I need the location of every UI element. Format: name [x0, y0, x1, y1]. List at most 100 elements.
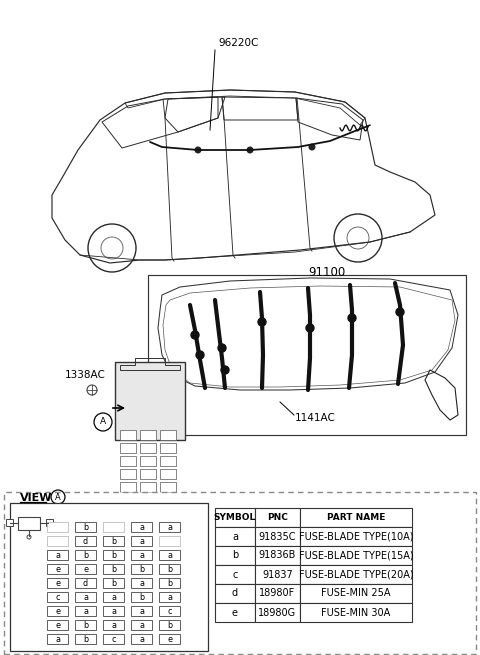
Text: a: a: [111, 607, 116, 616]
Bar: [47, 620, 68, 630]
Bar: [75, 578, 96, 588]
Bar: [131, 606, 152, 616]
Text: b: b: [139, 565, 144, 574]
Bar: [75, 592, 96, 602]
Bar: [103, 606, 124, 616]
Text: c: c: [232, 569, 238, 580]
Bar: [159, 578, 180, 588]
Bar: [75, 634, 96, 644]
Text: b: b: [111, 565, 116, 574]
Text: b: b: [167, 565, 172, 574]
Bar: [131, 550, 152, 560]
Circle shape: [247, 147, 253, 153]
Text: e: e: [167, 635, 172, 643]
Text: SYMBOL: SYMBOL: [214, 513, 256, 522]
Text: 91100: 91100: [308, 265, 345, 278]
Bar: [131, 592, 152, 602]
Text: PART NAME: PART NAME: [327, 513, 385, 522]
Text: e: e: [232, 607, 238, 618]
Bar: [148, 275, 466, 435]
Text: a: a: [83, 607, 88, 616]
Text: b: b: [83, 523, 88, 531]
Circle shape: [221, 366, 229, 374]
Text: FUSE-MIN 25A: FUSE-MIN 25A: [321, 588, 391, 599]
Text: a: a: [55, 635, 60, 643]
Text: a: a: [167, 550, 172, 559]
Bar: [120, 469, 136, 479]
Bar: [47, 592, 68, 602]
Bar: [300, 527, 412, 546]
Text: e: e: [83, 565, 88, 574]
Bar: [103, 578, 124, 588]
Circle shape: [396, 308, 404, 316]
Text: 96220C: 96220C: [218, 38, 258, 48]
Bar: [47, 606, 68, 616]
Bar: [120, 456, 136, 466]
Bar: [160, 469, 176, 479]
Bar: [160, 430, 176, 440]
Text: b: b: [167, 578, 172, 588]
Bar: [131, 564, 152, 574]
Bar: [140, 430, 156, 440]
Text: d: d: [232, 588, 238, 599]
Text: 1141AC: 1141AC: [295, 413, 336, 423]
Bar: [159, 522, 180, 532]
Bar: [159, 606, 180, 616]
Text: b: b: [83, 635, 88, 643]
Bar: [47, 522, 68, 532]
Text: 18980G: 18980G: [258, 607, 297, 618]
Bar: [159, 620, 180, 630]
Bar: [159, 550, 180, 560]
Text: c: c: [55, 593, 60, 601]
Bar: [215, 603, 255, 622]
Text: a: a: [232, 531, 238, 542]
Bar: [6, 519, 13, 526]
Bar: [120, 482, 136, 492]
Bar: [140, 482, 156, 492]
Text: d: d: [83, 578, 88, 588]
Text: b: b: [232, 550, 238, 561]
Bar: [75, 620, 96, 630]
Bar: [103, 634, 124, 644]
Text: b: b: [111, 578, 116, 588]
Bar: [140, 469, 156, 479]
Bar: [103, 564, 124, 574]
Bar: [160, 482, 176, 492]
Text: b: b: [139, 593, 144, 601]
Bar: [159, 592, 180, 602]
Text: 91835C: 91835C: [259, 531, 296, 542]
Circle shape: [306, 324, 314, 332]
Bar: [255, 584, 300, 603]
Bar: [300, 508, 412, 527]
Text: c: c: [167, 607, 172, 616]
Text: VIEW: VIEW: [20, 493, 52, 503]
Bar: [18, 517, 40, 530]
Bar: [215, 508, 255, 527]
Text: a: a: [139, 635, 144, 643]
Text: a: a: [139, 607, 144, 616]
Text: a: a: [139, 578, 144, 588]
Text: FUSE-BLADE TYPE(15A): FUSE-BLADE TYPE(15A): [299, 550, 413, 561]
Bar: [4, 492, 476, 654]
Bar: [47, 536, 68, 546]
Bar: [131, 634, 152, 644]
Bar: [75, 550, 96, 560]
Circle shape: [258, 318, 266, 326]
Bar: [103, 536, 124, 546]
Bar: [215, 565, 255, 584]
Bar: [47, 550, 68, 560]
Text: b: b: [83, 620, 88, 629]
Bar: [115, 362, 185, 440]
Bar: [75, 564, 96, 574]
Bar: [159, 536, 180, 546]
Bar: [131, 578, 152, 588]
Bar: [160, 443, 176, 453]
Text: PNC: PNC: [267, 513, 288, 522]
Bar: [47, 634, 68, 644]
Bar: [140, 443, 156, 453]
Bar: [255, 527, 300, 546]
Text: a: a: [111, 593, 116, 601]
Text: a: a: [139, 550, 144, 559]
Text: a: a: [111, 620, 116, 629]
Bar: [131, 620, 152, 630]
